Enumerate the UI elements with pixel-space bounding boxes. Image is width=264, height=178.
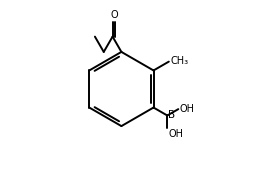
Text: CH₃: CH₃ xyxy=(170,56,188,66)
Text: O: O xyxy=(110,10,118,20)
Text: OH: OH xyxy=(168,129,183,139)
Text: B: B xyxy=(168,110,175,120)
Text: OH: OH xyxy=(179,104,194,114)
